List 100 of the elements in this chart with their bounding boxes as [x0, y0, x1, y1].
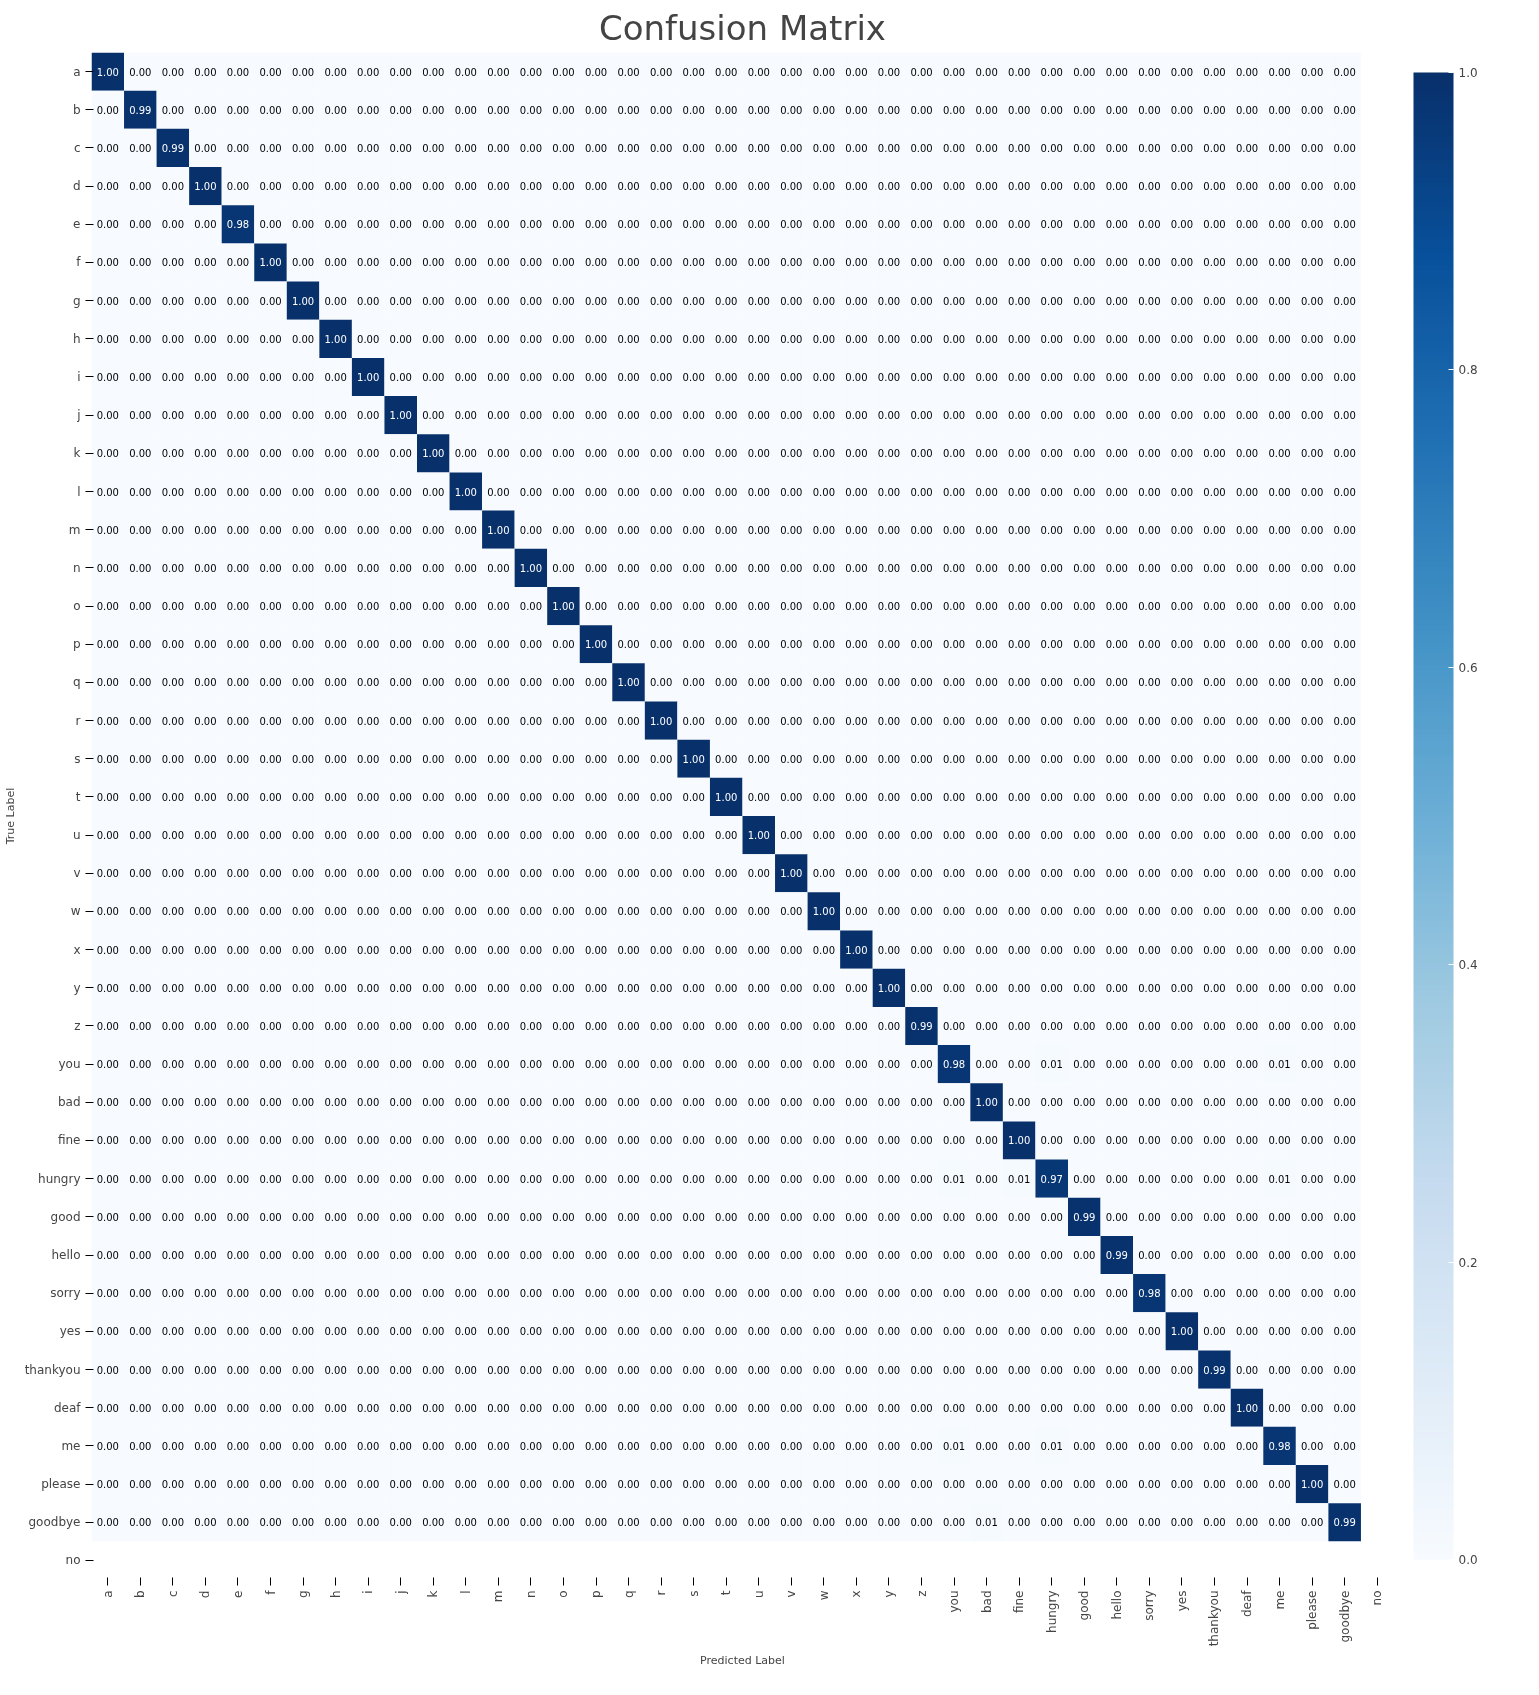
data-label: 0.00 — [877, 1288, 901, 1300]
data-label: 0.00 — [129, 868, 152, 880]
data-label: 0.00 — [1170, 524, 1194, 536]
data-label: 0.00 — [422, 410, 445, 422]
data-label: 0.00 — [1235, 295, 1259, 307]
data-label: 0.00 — [422, 333, 445, 345]
data-label: 0.00 — [454, 1250, 477, 1262]
data-label: 0.00 — [1203, 715, 1226, 727]
x-tick-label: f — [263, 1589, 278, 1595]
data-label: 0.00 — [812, 868, 836, 880]
data-label: 0.00 — [1203, 257, 1226, 269]
data-label: 0.00 — [812, 333, 836, 345]
data-label: 0.00 — [1203, 1288, 1226, 1300]
data-label: 0.01 — [942, 1440, 966, 1452]
data-label: 0.00 — [519, 1364, 543, 1376]
data-label: 0.00 — [1008, 486, 1031, 498]
data-label: 0.00 — [129, 257, 152, 269]
data-label: 0.00 — [877, 1097, 901, 1109]
data-label: 0.00 — [226, 410, 250, 422]
y-tick-label: i — [77, 369, 81, 384]
data-label: 0.00 — [942, 830, 966, 842]
data-label: 0.00 — [649, 1326, 673, 1338]
data-label: 0.00 — [845, 1097, 868, 1109]
data-label: 0.00 — [454, 333, 477, 345]
data-label: 0.00 — [617, 1097, 640, 1109]
data-label: 0.00 — [422, 1517, 445, 1529]
data-label: 0.00 — [845, 1250, 868, 1262]
data-label: 0.00 — [1105, 715, 1128, 727]
data-label: 0.00 — [552, 1440, 575, 1452]
data-label: 0.00 — [1105, 1326, 1128, 1338]
data-label: 0.00 — [780, 677, 803, 689]
data-label: 0.00 — [747, 906, 770, 918]
data-label: 0.00 — [161, 830, 185, 842]
data-label: 0.00 — [617, 257, 640, 269]
data-label: 0.00 — [747, 333, 770, 345]
data-label: 0.00 — [649, 410, 673, 422]
data-label: 0.00 — [1138, 486, 1161, 498]
data-label: 0.00 — [747, 219, 770, 231]
data-label: 0.00 — [780, 448, 803, 460]
data-label: 0.00 — [942, 791, 966, 803]
data-label: 0.00 — [682, 1211, 705, 1223]
data-label: 0.00 — [1105, 295, 1128, 307]
data-label: 0.00 — [877, 1135, 901, 1147]
data-label: 0.00 — [845, 448, 868, 460]
data-label: 0.00 — [1138, 524, 1161, 536]
data-label: 0.00 — [649, 1479, 673, 1491]
data-label: 0.00 — [1203, 410, 1226, 422]
data-label: 0.00 — [1073, 1173, 1096, 1185]
data-label: 0.00 — [584, 791, 608, 803]
data-label: 0.00 — [129, 906, 152, 918]
data-label: 0.00 — [1073, 1288, 1096, 1300]
data-label: 0.00 — [1138, 1020, 1161, 1032]
data-label: 0.00 — [1105, 448, 1128, 460]
data-label: 0.00 — [324, 562, 347, 574]
y-tick-label: z — [74, 1018, 81, 1033]
data-label: 0.00 — [552, 524, 575, 536]
data-label: 0.00 — [519, 448, 543, 460]
data-label: 0.00 — [715, 142, 738, 154]
data-label: 0.00 — [1333, 868, 1356, 880]
data-label: 0.00 — [1268, 486, 1291, 498]
data-label: 0.00 — [877, 1364, 901, 1376]
data-label: 0.00 — [552, 486, 575, 498]
data-label: 0.00 — [454, 181, 477, 193]
x-axis-title: Predicted Label — [700, 1654, 785, 1668]
y-tick-label: hungry — [38, 1171, 81, 1186]
data-label: 0.00 — [942, 66, 966, 78]
data-label: 0.00 — [422, 524, 445, 536]
data-label: 0.00 — [259, 486, 282, 498]
data-label: 0.00 — [812, 639, 836, 651]
data-label: 0.00 — [682, 868, 705, 880]
data-label: 0.00 — [324, 677, 347, 689]
data-label: 0.00 — [715, 1097, 738, 1109]
data-label: 0.00 — [910, 219, 933, 231]
data-label: 0.00 — [617, 1211, 640, 1223]
data-label: 0.00 — [682, 104, 705, 116]
data-label: 0.00 — [357, 1402, 380, 1414]
data-label: 0.00 — [649, 1211, 673, 1223]
data-label: 0.00 — [194, 1097, 217, 1109]
data-label: 0.00 — [389, 1135, 412, 1147]
data-label: 0.00 — [519, 830, 543, 842]
y-tick-label: u — [72, 828, 81, 843]
data-label: 0.00 — [291, 486, 315, 498]
data-label: 0.00 — [389, 677, 412, 689]
data-label: 0.00 — [780, 1364, 803, 1376]
data-label: 0.00 — [1040, 715, 1063, 727]
data-label: 0.00 — [1073, 1364, 1096, 1376]
data-label: 0.00 — [487, 944, 510, 956]
data-label: 1.00 — [389, 410, 412, 422]
x-tick-label: bad — [979, 1590, 994, 1614]
data-label: 0.00 — [910, 1097, 933, 1109]
data-label: 0.00 — [747, 1173, 770, 1185]
data-label: 0.00 — [454, 1097, 477, 1109]
data-label: 0.00 — [715, 1211, 738, 1223]
data-label: 0.00 — [1268, 1364, 1291, 1376]
data-label: 0.00 — [649, 524, 673, 536]
data-label: 0.01 — [1268, 1059, 1291, 1071]
data-label: 0.00 — [226, 1173, 250, 1185]
data-label: 0.00 — [942, 1517, 966, 1529]
color-bar-label: 0.6 — [1458, 660, 1478, 675]
data-label: 1.00 — [1008, 1135, 1031, 1147]
